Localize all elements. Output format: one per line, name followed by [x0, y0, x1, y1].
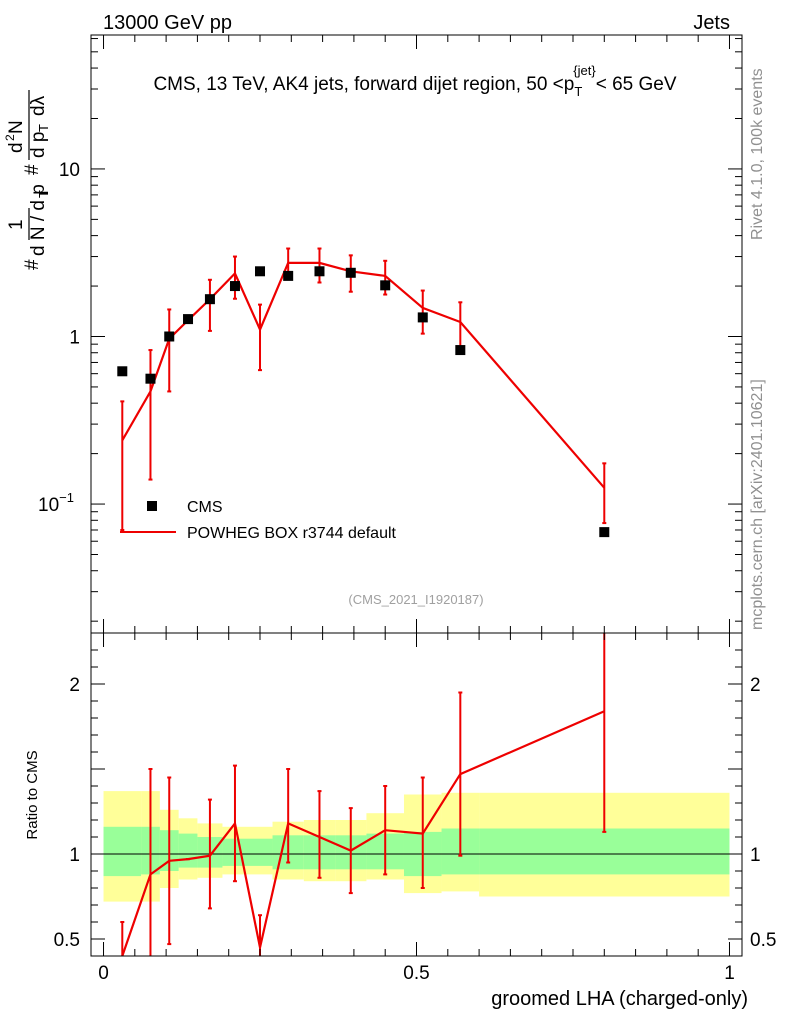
svg-text:N: N: [6, 120, 27, 134]
analysis-label: (CMS_2021_I1920187): [348, 592, 483, 607]
svg-text:d p: d p: [28, 132, 49, 158]
data-point: [345, 267, 356, 278]
band-inner: [479, 828, 730, 875]
legend: CMS POWHEG BOX r3744 default: [120, 499, 397, 542]
ratio-y-tick-label: 0.5: [54, 930, 80, 951]
title-suffix: < 65 GeV: [596, 74, 677, 95]
main-mc-series: [120, 247, 607, 532]
x-axis-label: groomed LHA (charged-only): [491, 988, 748, 1010]
svg-text:1: 1: [6, 219, 27, 230]
ratio-y-axis-label: Ratio to CMS: [24, 750, 41, 839]
x-tick-label: 1: [724, 963, 735, 984]
title-sub: T: [574, 84, 582, 99]
data-point: [204, 294, 215, 305]
ratio-panel: 0.5 0.5 1 1 2 2 0 0.5 1 Ratio to CMS groomed LHA…: [24, 632, 776, 1010]
category-label: Jets: [693, 12, 730, 34]
svg-text:T: T: [36, 190, 51, 198]
main-y-tick-label: 1: [69, 327, 80, 348]
ratio-y-tick-label-right: 1: [750, 845, 761, 866]
data-point: [117, 366, 128, 377]
band-inner: [178, 833, 198, 868]
svg-text:#: #: [22, 259, 43, 270]
ratio-y-tick-label: 2: [69, 675, 80, 696]
rivet-version-label: Rivet 4.1.0, 100k events: [749, 68, 766, 240]
data-point: [455, 345, 466, 356]
main-ticks: 10−1 1 10: [38, 35, 742, 633]
title-sup: {jet}: [573, 63, 596, 78]
data-point: [599, 527, 610, 538]
mcplots-label: mcplots.cern.ch [arXiv:2401.10621]: [749, 379, 766, 630]
data-point: [164, 331, 175, 342]
svg-text:2: 2: [3, 134, 17, 141]
ratio-ticks: 0.5 0.5 1 1 2 2 0 0.5 1: [54, 632, 776, 984]
data-point: [229, 281, 240, 292]
main-title: CMS, 13 TeV, AK4 jets, forward dijet reg…: [153, 63, 676, 99]
band-inner: [103, 826, 142, 877]
band-inner: [247, 838, 273, 866]
svg-text:d: d: [6, 142, 27, 153]
x-tick-label: 0: [98, 963, 109, 984]
main-panel: 10−1 1 10 CMS, 13 TeV, AK4 jets, forward d…: [38, 34, 743, 634]
x-tick-label: 0.5: [403, 963, 429, 984]
data-point: [417, 312, 428, 323]
main-data-series: [117, 266, 610, 538]
data-point: [255, 266, 266, 277]
ratio-bands: [103, 791, 730, 902]
data-point: [183, 314, 194, 325]
data-point: [314, 266, 325, 277]
main-y-tick-label: 10−1: [38, 490, 74, 516]
mc-line: [121, 261, 606, 489]
ratio-mc-series: [120, 633, 607, 957]
ratio-mc-line: [121, 710, 605, 957]
main-y-tick-label: 10: [59, 160, 80, 181]
svg-text:T: T: [36, 124, 51, 132]
title-prefix: CMS, 13 TeV, AK4 jets, forward dijet reg…: [153, 74, 574, 95]
ratio-y-tick-label-right: 2: [750, 675, 761, 696]
main-frame: [90, 34, 743, 634]
data-point: [145, 373, 156, 384]
legend-data-label: CMS: [187, 499, 223, 516]
svg-text:dλ: dλ: [28, 95, 49, 116]
ratio-y-tick-label-right: 0.5: [750, 930, 776, 951]
svg-text:#: #: [22, 164, 43, 175]
data-point: [283, 270, 294, 281]
energy-label: 13000 GeV pp: [103, 12, 232, 34]
legend-data-marker: [147, 501, 157, 511]
svg-text:d N / d p: d N / d p: [28, 184, 49, 256]
data-point: [380, 280, 391, 291]
main-y-axis-label: # 1 d N / d p T # d 2 N d p T dλ: [3, 90, 51, 270]
legend-mc-label: POWHEG BOX r3744 default: [187, 525, 397, 542]
ratio-y-tick-label: 1: [69, 845, 80, 866]
